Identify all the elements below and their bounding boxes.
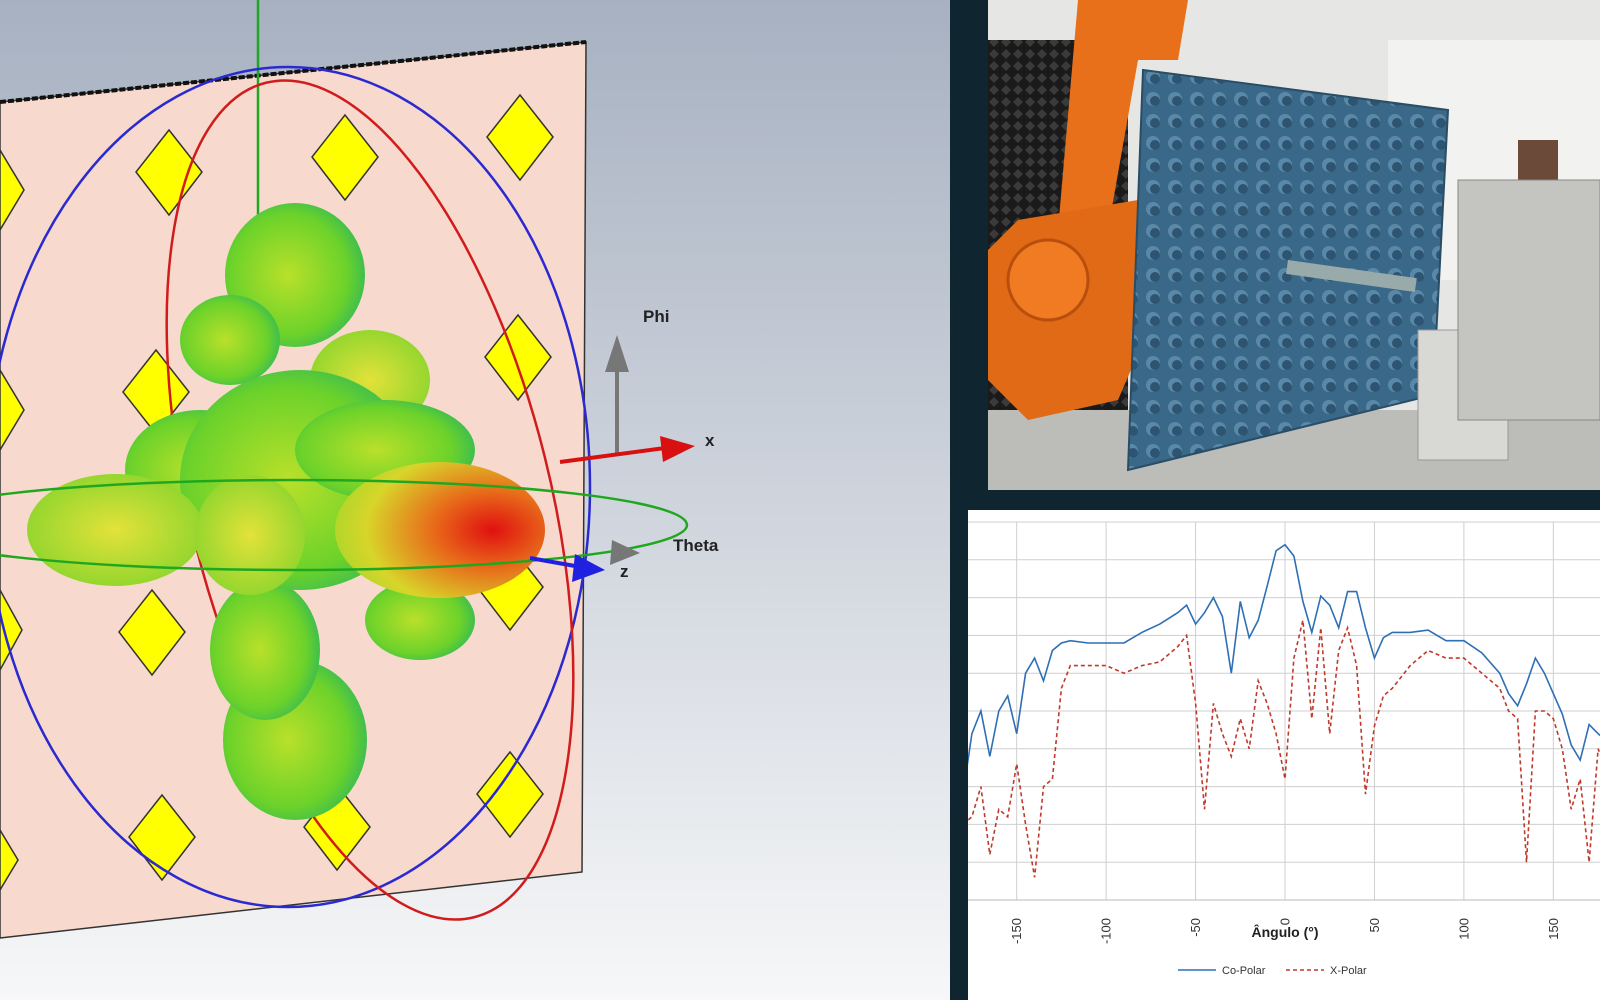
equator-circle: [0, 478, 689, 572]
plane-edge: [0, 40, 587, 104]
axis-label: z: [620, 562, 629, 581]
simulation-view: Phi x Theta z: [0, 0, 950, 1000]
x-tick-label: -100: [1099, 918, 1114, 944]
axis-label: Theta: [673, 536, 719, 555]
series-line: [968, 620, 1600, 878]
axis-label: x: [705, 431, 715, 450]
radiation-pattern: [27, 203, 545, 820]
chart: Ângulo (°) -150 -100 -50 0 50 100 150 Co-Polar X…: [968, 510, 1600, 1000]
photo: [988, 0, 1600, 490]
axes: [529, 335, 695, 582]
x-axis-title: Ângulo (°): [1251, 923, 1318, 940]
legend-label: Co-Polar: [1222, 965, 1266, 977]
x-tick-label: 0: [1278, 918, 1293, 925]
phi-circle: [0, 65, 592, 909]
x-tick-label: 50: [1367, 918, 1382, 932]
x-tick-label: -50: [1188, 918, 1203, 937]
x-tick-label: 150: [1546, 918, 1561, 940]
legend-label: X-Polar: [1330, 965, 1367, 977]
chart-background: [968, 510, 1600, 1000]
axis-label: Phi: [643, 307, 669, 326]
series-line: [968, 543, 1600, 766]
x-tick-label: 100: [1456, 918, 1471, 940]
x-tick-label: -150: [1009, 918, 1024, 944]
